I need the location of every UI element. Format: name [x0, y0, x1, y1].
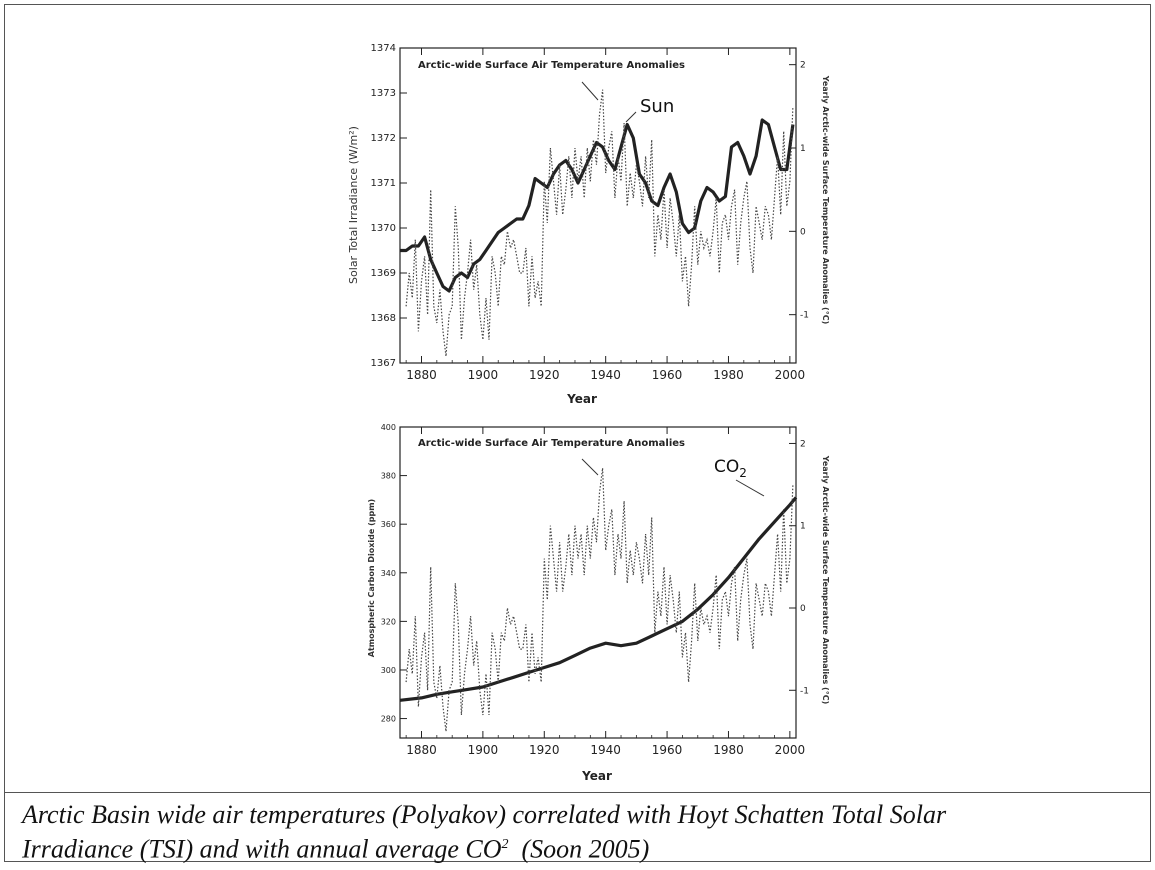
y-tick-label: 1369 [371, 268, 396, 279]
temperature-series-line [405, 468, 794, 732]
caption-line-2: Irradiance (TSI) and with annual average… [22, 830, 1147, 865]
x-tick-label: 1980 [713, 743, 744, 757]
x-tick-label: 1960 [652, 368, 683, 382]
figure-caption: Arctic Basin wide air temperatures (Poly… [22, 800, 1147, 865]
chart-figure: Arctic-wide Surface Air Temperature Anom… [347, 43, 830, 783]
caption-line-2-tail: (Soon 2005) [508, 834, 650, 864]
temperature-series-line [405, 89, 794, 357]
caption-superscript: 2 [501, 837, 509, 852]
x-axis-label: Year [566, 392, 597, 406]
y-axis-label-right: Yearly Arctic-wide Surface Temperature A… [821, 455, 830, 704]
x-tick-label: 1960 [652, 743, 683, 757]
y-axis-label: Solar Total Irradiance (W/m²) [347, 126, 360, 284]
co2-panel: Arctic-wide Surface Air Temperature Anom… [367, 423, 830, 783]
y-tick-label: 300 [381, 666, 396, 675]
y-tick-label: 340 [381, 569, 396, 578]
y-axis-label: Atmospheric Carbon Dioxide (ppm) [367, 499, 376, 657]
x-tick-label: 1940 [590, 743, 621, 757]
y-tick-label: 1374 [371, 43, 396, 54]
co2-annotation-sub: 2 [739, 466, 747, 480]
y-right-tick-label: 0 [800, 227, 806, 237]
x-tick-label: 1880 [406, 368, 437, 382]
y-right-tick-label: 2 [800, 439, 806, 449]
y-right-tick-label: 1 [800, 144, 806, 154]
sun-annotation: Sun [640, 96, 674, 117]
caption-divider [4, 792, 1151, 793]
sun-series-line [400, 118, 795, 293]
caption-line-2-text: Irradiance (TSI) and with annual average… [22, 834, 502, 864]
y-tick-label: 1370 [371, 223, 396, 234]
plot-area [399, 426, 797, 739]
y-tick-label: 380 [381, 472, 396, 481]
x-tick-label: 2000 [775, 368, 806, 382]
panel-title: Arctic-wide Surface Air Temperature Anom… [418, 60, 685, 71]
y-tick-label: 360 [381, 520, 396, 529]
y-tick-label: 1372 [371, 133, 396, 144]
x-axis-label: Year [581, 769, 612, 783]
y-tick-label: 1368 [371, 313, 396, 324]
panel-title: Arctic-wide Surface Air Temperature Anom… [418, 438, 685, 449]
annotation-leader [581, 458, 599, 476]
x-tick-label: 1920 [529, 368, 560, 382]
y-tick-label: 280 [381, 715, 396, 724]
y-right-tick-label: 2 [800, 61, 806, 71]
co2-annotation: CO2 [714, 457, 747, 480]
x-tick-label: 1900 [468, 743, 499, 757]
figure-frame [4, 4, 1151, 862]
plot-area [399, 47, 797, 364]
annotation-leader [581, 81, 599, 101]
y-right-tick-label: -1 [800, 311, 809, 321]
y-axis-label-right: Yearly Arctic-wide Surface Temperature A… [821, 75, 830, 324]
x-tick-label: 1940 [590, 368, 621, 382]
co2-annotation-main: CO [714, 457, 739, 477]
annotation-leader [625, 111, 637, 123]
x-tick-label: 1900 [468, 368, 499, 382]
co2-series-line [399, 496, 798, 702]
y-tick-label: 320 [381, 617, 396, 626]
y-tick-label: 400 [381, 423, 396, 432]
sun-panel: Arctic-wide Surface Air Temperature Anom… [347, 43, 830, 406]
x-tick-label: 1980 [713, 368, 744, 382]
y-right-tick-label: -1 [800, 686, 809, 696]
caption-line-1: Arctic Basin wide air temperatures (Poly… [22, 800, 947, 829]
y-right-tick-label: 1 [800, 522, 806, 532]
y-right-tick-label: 0 [800, 604, 806, 614]
x-tick-label: 1880 [406, 743, 437, 757]
y-tick-label: 1373 [371, 88, 396, 99]
x-tick-label: 2000 [775, 743, 806, 757]
x-tick-label: 1920 [529, 743, 560, 757]
annotation-leader [735, 479, 765, 497]
y-tick-label: 1371 [371, 178, 396, 189]
y-tick-label: 1367 [371, 358, 396, 369]
